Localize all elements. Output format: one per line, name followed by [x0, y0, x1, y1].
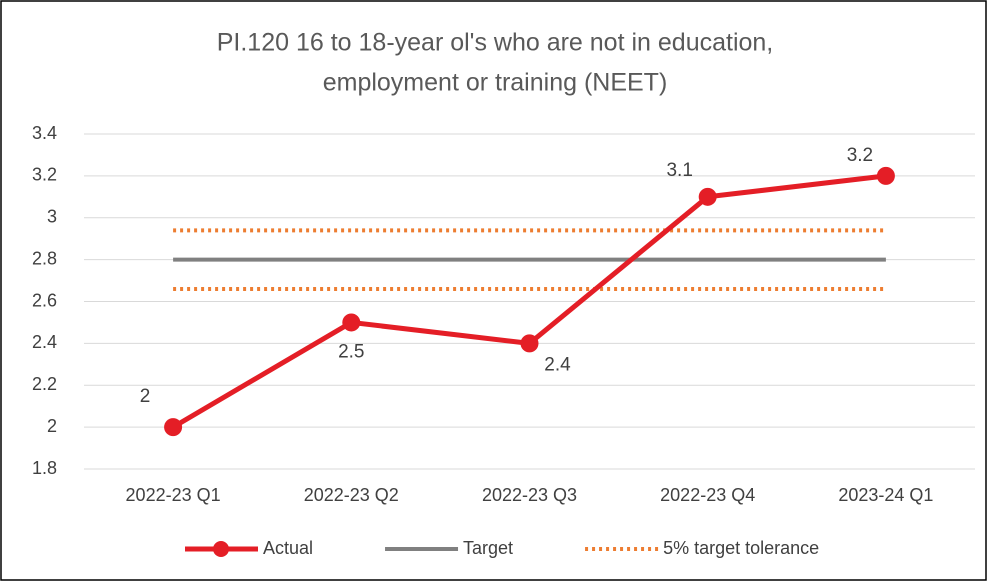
chart-title: employment or training (NEET) [323, 69, 668, 97]
legend-marker [213, 541, 229, 557]
chart-title: PI.120 16 to 18-year ol's who are not in… [217, 29, 774, 57]
marker [876, 166, 895, 185]
marker [164, 418, 183, 437]
marker [342, 313, 361, 332]
y-tick-label: 2.8 [32, 248, 57, 268]
x-tick-label: 2022-23 Q2 [304, 485, 399, 505]
legend-label: 5% target tolerance [663, 538, 819, 558]
data-label: 2.5 [338, 341, 364, 362]
y-tick-label: 2.4 [32, 332, 57, 352]
x-tick-label: 2022-23 Q4 [660, 485, 755, 505]
x-tick-label: 2022-23 Q1 [126, 485, 221, 505]
y-tick-label: 1.8 [32, 458, 57, 478]
legend-label: Actual [263, 538, 313, 558]
data-label: 3.2 [847, 145, 873, 166]
marker [520, 334, 539, 353]
y-tick-label: 3.4 [32, 123, 57, 143]
x-tick-label: 2022-23 Q3 [482, 485, 577, 505]
data-label: 2 [140, 386, 151, 407]
marker [698, 187, 717, 206]
legend-label: Target [463, 538, 513, 558]
data-label: 3.1 [666, 160, 692, 181]
data-label: 2.4 [544, 354, 571, 375]
y-tick-label: 2.2 [32, 374, 57, 394]
y-tick-label: 3.2 [32, 165, 57, 185]
x-tick-label: 2023-24 Q1 [838, 485, 933, 505]
y-tick-label: 2.6 [32, 290, 57, 310]
y-tick-label: 2 [47, 416, 57, 436]
y-tick-label: 3 [47, 207, 57, 227]
